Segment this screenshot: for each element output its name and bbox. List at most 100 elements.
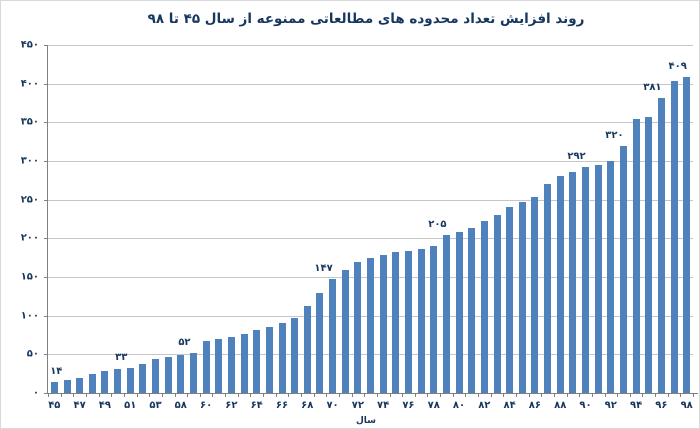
bar xyxy=(607,161,615,393)
x-tick-mark xyxy=(338,393,340,397)
bar xyxy=(657,98,665,393)
bar xyxy=(152,359,159,393)
x-tick-mark xyxy=(73,393,75,397)
x-axis-title: سال xyxy=(355,416,377,426)
x-tick-label: ۵۳ xyxy=(149,400,162,411)
x-tick-label: ۸۶ xyxy=(528,400,542,411)
bar xyxy=(632,119,640,393)
x-tick-mark xyxy=(402,393,404,397)
y-tick-mark xyxy=(44,393,48,394)
bar xyxy=(569,171,577,393)
x-tick-label: ۸۲ xyxy=(478,400,491,411)
x-tick-mark xyxy=(376,393,378,397)
x-tick-mark xyxy=(693,393,694,397)
gridline xyxy=(48,45,693,46)
bar xyxy=(253,330,261,393)
x-tick-label: ۵۸ xyxy=(174,400,187,411)
x-tick-mark xyxy=(503,393,505,397)
y-tick-label: ۰ xyxy=(32,387,39,399)
bar xyxy=(506,207,514,393)
x-tick-mark xyxy=(452,393,454,397)
x-tick-label: ۷۲ xyxy=(351,400,364,411)
bar xyxy=(114,369,122,393)
x-tick-mark xyxy=(528,393,530,397)
bar xyxy=(493,215,501,393)
x-tick-mark xyxy=(515,393,517,397)
bar xyxy=(442,234,450,393)
bar-value-label: ۱۴ xyxy=(50,366,63,378)
x-tick-mark xyxy=(465,393,467,397)
x-tick-mark xyxy=(604,393,606,397)
x-tick-mark xyxy=(98,393,100,397)
bar xyxy=(392,252,400,393)
x-tick-label: ۹۴ xyxy=(629,400,643,411)
plot-area: ۰ ۵۰ ۱۰۰ ۱۵۰ ۲۰۰ ۲۵۰ ۳۰۰ ۳۵۰ ۴۰۰ ۴۵۰ ۴۵ ۱۴ ۴۷ ۴۹ ۵۱ ۳۳ ۵… xyxy=(21,40,699,411)
x-tick-mark xyxy=(667,393,669,397)
x-tick-mark xyxy=(541,393,543,397)
gridline xyxy=(48,122,693,124)
bar xyxy=(101,371,109,393)
bar xyxy=(544,184,552,393)
x-tick-mark xyxy=(680,393,682,397)
bar xyxy=(480,221,488,393)
y-tick-label: ۴۵۰ xyxy=(20,39,39,51)
bar-value-label: ۱۴۷ xyxy=(314,263,333,275)
x-axis-line xyxy=(47,393,699,394)
x-tick-mark xyxy=(225,393,227,397)
bar xyxy=(50,382,58,393)
x-tick-label: ۷۸ xyxy=(427,400,440,411)
x-tick-mark xyxy=(326,393,328,397)
bar xyxy=(76,377,84,393)
bar-value-label: ۳۸۱ xyxy=(643,82,662,94)
y-tick-label: ۵۰ xyxy=(26,348,39,360)
y-axis-line xyxy=(47,45,48,393)
y-tick-label: ۱۵۰ xyxy=(20,271,39,283)
x-tick-mark xyxy=(85,393,87,397)
bar xyxy=(531,197,539,393)
bar-value-label: ۲۹۲ xyxy=(567,151,586,163)
x-tick-label: ۵۱ xyxy=(124,400,137,411)
x-tick-label: ۸۸ xyxy=(554,400,567,411)
x-tick-mark xyxy=(553,393,555,397)
bar xyxy=(202,341,210,393)
x-tick-mark xyxy=(212,393,214,397)
x-tick-mark xyxy=(351,393,353,397)
x-tick-mark xyxy=(440,393,442,397)
y-tick-mark xyxy=(44,45,48,46)
bar xyxy=(430,246,438,393)
y-tick-mark xyxy=(44,122,48,124)
x-tick-label: ۶۶ xyxy=(275,400,289,411)
bar xyxy=(367,257,374,393)
x-tick-mark xyxy=(263,393,264,397)
bar xyxy=(303,305,311,393)
bar xyxy=(227,336,235,393)
gridline xyxy=(48,161,693,162)
bar xyxy=(189,352,197,393)
x-tick-mark xyxy=(629,393,631,397)
bar-value-label: ۴۰۹ xyxy=(668,60,687,72)
x-tick-mark xyxy=(136,393,138,397)
x-tick-label: ۷۴ xyxy=(377,400,390,411)
bar xyxy=(354,261,362,393)
x-tick-mark xyxy=(478,393,479,397)
y-tick-label: ۳۵۰ xyxy=(20,116,39,128)
bar xyxy=(164,357,172,393)
x-tick-mark xyxy=(237,393,239,397)
x-tick-label: ۹۶ xyxy=(655,400,668,411)
bar xyxy=(316,292,324,393)
bar xyxy=(683,76,691,393)
bar xyxy=(455,232,463,393)
x-tick-mark xyxy=(591,393,593,397)
bar xyxy=(417,249,425,393)
x-tick-label: ۹۰ xyxy=(579,400,592,411)
bar xyxy=(594,164,602,393)
gridline xyxy=(48,83,693,85)
bar xyxy=(240,333,248,393)
bar xyxy=(278,323,286,393)
x-tick-label: ۸۴ xyxy=(503,400,516,411)
bar xyxy=(556,175,564,393)
x-tick-mark xyxy=(161,393,163,397)
bar xyxy=(329,279,337,393)
x-tick-mark xyxy=(300,393,302,397)
x-tick-mark xyxy=(490,393,492,397)
